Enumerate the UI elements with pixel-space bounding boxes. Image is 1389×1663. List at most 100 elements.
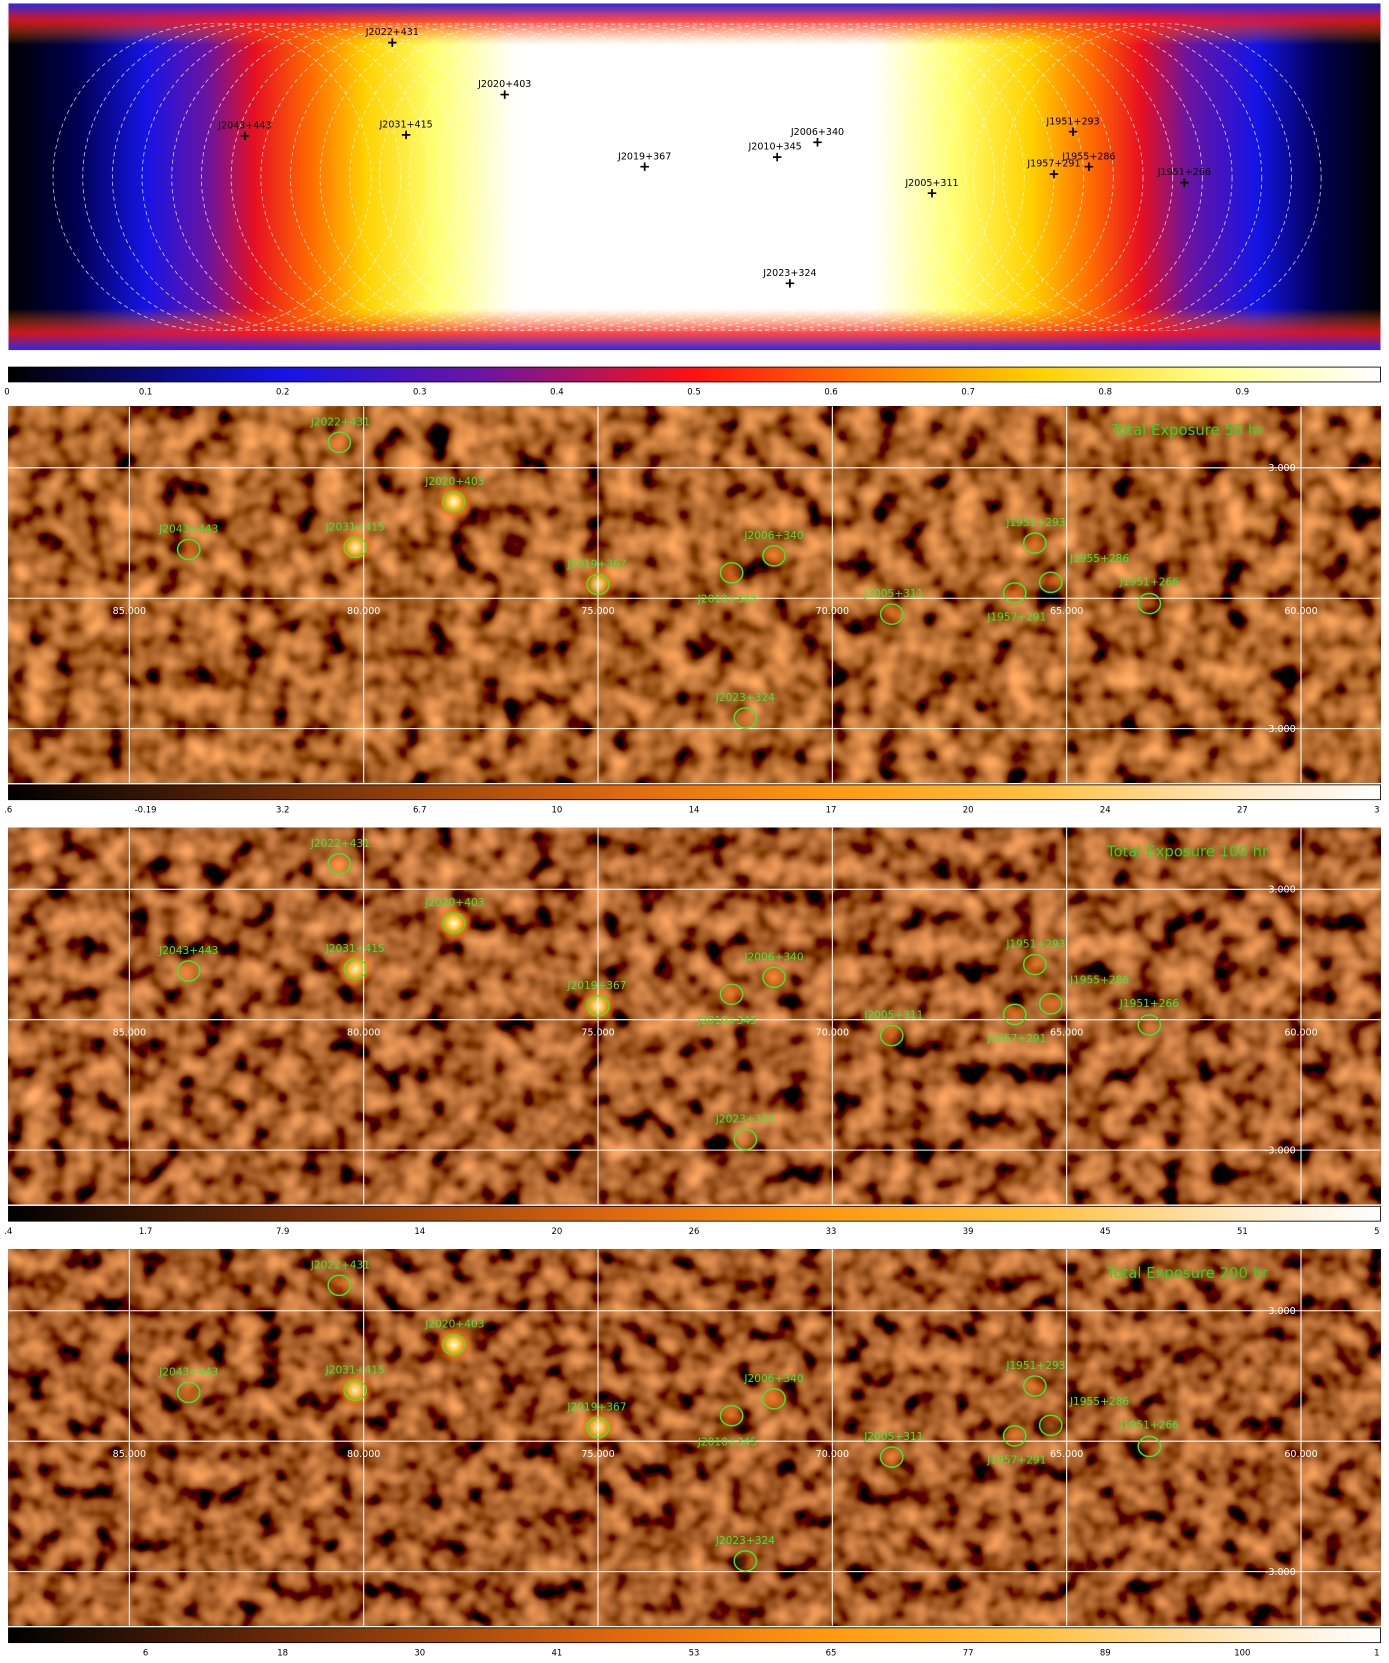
colorbar-label: 18 (277, 1647, 288, 1657)
source-label: J2023+324 (762, 268, 816, 279)
source-emission (760, 542, 788, 570)
colorbar-label: 41 (551, 1647, 562, 1657)
source-label: J2023+324 (715, 1535, 775, 1547)
source-emission (1000, 579, 1029, 607)
source-emission (325, 428, 354, 457)
colorbar-label: 1 (1374, 1647, 1379, 1657)
pointing-circle (468, 23, 788, 332)
pointing-circle (230, 23, 550, 332)
source-circle (1137, 1435, 1162, 1458)
pointing-circle (527, 23, 847, 332)
source-emission (435, 905, 472, 942)
source-emission (1021, 529, 1049, 557)
source-cross (1049, 169, 1059, 179)
source-cross (388, 38, 397, 47)
source-label: J1955+286 (1069, 1396, 1129, 1408)
source-label: J2023+324 (715, 1114, 775, 1126)
colorbar-label: 20 (963, 804, 974, 814)
source-circle (1137, 592, 1162, 615)
pointing-circle (379, 23, 699, 332)
colorbar-label: 3.2 (276, 804, 289, 814)
source-emission (877, 1021, 906, 1050)
source-cross (785, 279, 795, 288)
source-circle (327, 1274, 352, 1297)
source-cross (640, 162, 649, 171)
pointing-circle (824, 23, 1144, 332)
colorbar-label: 3 (1374, 804, 1379, 814)
ra-label: 80.000 (347, 1449, 380, 1460)
colorbar (8, 366, 1381, 383)
source-circle (327, 853, 352, 875)
source-circle (733, 707, 758, 729)
ra-label: 70.000 (816, 1449, 849, 1460)
source-circle (879, 603, 904, 625)
source-emission (877, 1443, 906, 1471)
source-circle (719, 561, 744, 584)
colorbar-label: 33 (826, 1226, 837, 1236)
source-emission (1036, 568, 1065, 597)
source-label: J2043+443 (158, 1366, 218, 1378)
source-circle (176, 538, 201, 561)
colorbar-label: 30 (414, 1647, 425, 1657)
colorbar-label: 0.1 (139, 387, 152, 397)
source-emission (760, 1384, 788, 1413)
source-circle (762, 1387, 786, 1410)
pointing-circle (438, 23, 758, 332)
dec-label: 3.000 (1268, 884, 1295, 895)
colorbar (8, 784, 1381, 801)
ra-label: 85.000 (113, 606, 146, 617)
source-label: J2019+367 (566, 1401, 626, 1413)
ra-label: 80.000 (347, 606, 380, 617)
dec-label: -3.000 (1265, 724, 1296, 735)
pointing-circle (883, 23, 1203, 332)
ra-label: 75.000 (581, 1028, 614, 1039)
source-label: J2005+311 (904, 178, 958, 189)
source-emission (1000, 1422, 1029, 1450)
source-circle (762, 545, 786, 567)
source-label: J2023+324 (715, 692, 775, 704)
source-label: J2006+340 (790, 127, 844, 138)
source-circle (1002, 582, 1027, 604)
colorbar-label: 20 (551, 1226, 562, 1236)
source-label: J1951+266 (1157, 167, 1211, 178)
colorbar-label: 14 (689, 804, 700, 814)
source-label: J2031+415 (325, 521, 385, 533)
source-cross (500, 90, 509, 99)
source-emission (1036, 990, 1065, 1018)
source-label: J2022+431 (310, 1259, 370, 1271)
ra-label: 65.000 (1050, 1028, 1083, 1039)
source-label: J2005+311 (863, 588, 923, 600)
source-label: J2020+403 (424, 476, 484, 488)
source-cross (240, 131, 250, 141)
source-circle (586, 1416, 610, 1439)
source-label: J1951+266 (1119, 1419, 1179, 1431)
pointing-circle (794, 23, 1114, 332)
source-emission (717, 1401, 746, 1430)
pointing-circle (557, 23, 877, 332)
source-emission (1036, 1411, 1065, 1440)
source-label: J2022+431 (365, 27, 419, 38)
source-circle (343, 536, 368, 559)
source-circle (327, 431, 352, 454)
source-label: J2031+415 (325, 943, 385, 955)
dec-label: 3.000 (1268, 463, 1295, 474)
source-label: J2020+403 (477, 79, 531, 90)
ra-label: 65.000 (1050, 1449, 1083, 1460)
source-label: J2010+345 (697, 1015, 757, 1027)
colorbar-label: 27 (1237, 804, 1248, 814)
source-label: J2022+431 (310, 838, 370, 850)
ra-label: 60.000 (1284, 606, 1317, 617)
pointing-circle (676, 23, 995, 332)
colorbar-label: .4 (4, 1226, 12, 1236)
source-cross (1084, 162, 1094, 171)
source-label: J1957+291 (1026, 159, 1080, 170)
pointing-circle (497, 23, 817, 332)
colorbar-label: 0.5 (687, 387, 700, 397)
colorbar-label: 10 (551, 804, 562, 814)
source-circle (762, 966, 786, 989)
source-label: J1951+293 (1005, 939, 1065, 951)
source-emission (1135, 589, 1164, 618)
source-cross (772, 152, 782, 162)
pointing-circle (616, 23, 936, 332)
